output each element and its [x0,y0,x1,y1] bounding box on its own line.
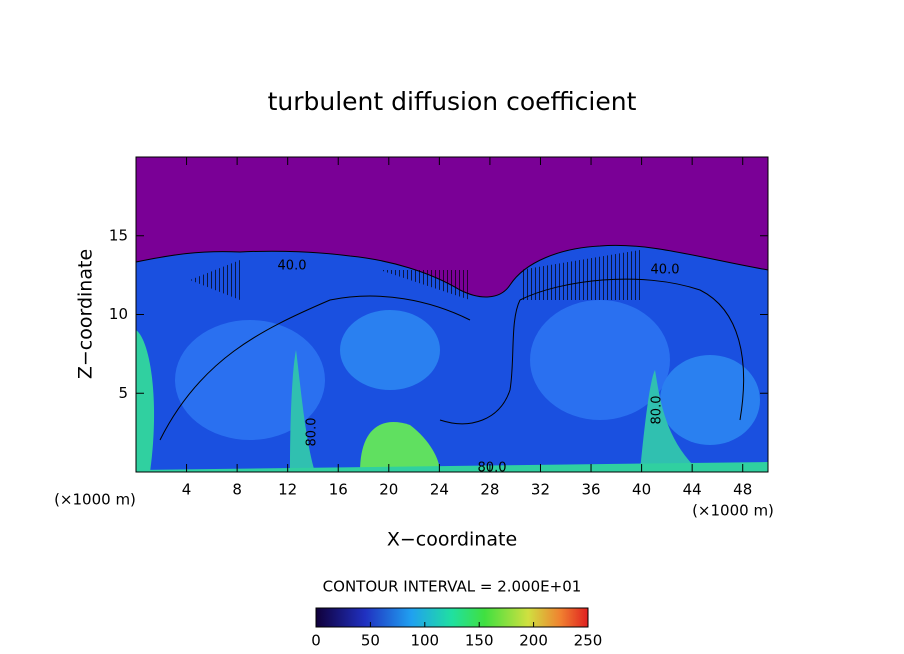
x-tick-label: 32 [531,481,550,499]
x-tick-label: 28 [480,481,499,499]
y-tick-label: 5 [118,384,128,402]
x-tick-label: 44 [683,481,702,499]
contour-label: 80.0 [305,418,320,447]
contour-label: 40.0 [278,259,307,274]
colorbar-tick-label: 200 [519,632,548,650]
x-axis-label: X−coordinate [387,529,517,551]
y-tick-label: 15 [109,226,128,244]
x-tick-label: 20 [379,481,398,499]
x-tick-label: 8 [232,481,242,499]
x-unit: (×1000 m) [692,502,774,520]
colorbar [315,607,589,628]
contour-label: 80.0 [478,461,507,476]
x-tick-label: 40 [632,481,651,499]
x-unit: (×1000 m) [54,491,136,509]
y-axis-label: Z−coordinate [75,249,97,379]
contour-label: 40.0 [651,263,680,278]
x-tick-label: 4 [182,481,192,499]
contour-interval: CONTOUR INTERVAL = 2.000E+01 [323,578,582,596]
colorbar-tick-label: 0 [311,632,321,650]
chart-title: turbulent diffusion coefficient [268,87,637,116]
colorbar-tick-label: 250 [574,632,603,650]
x-tick-label: 36 [581,481,600,499]
y-tick-label: 10 [109,305,128,323]
x-tick-label: 16 [329,481,348,499]
colorbar-tick-label: 100 [410,632,439,650]
x-tick-label: 24 [430,481,449,499]
colorbar-tick-label: 150 [465,632,494,650]
contour-label: 80.0 [650,396,665,425]
x-tick-label: 12 [278,481,297,499]
x-tick-label: 48 [733,481,752,499]
colorbar-tick-label: 50 [361,632,380,650]
contour-field [136,157,768,472]
